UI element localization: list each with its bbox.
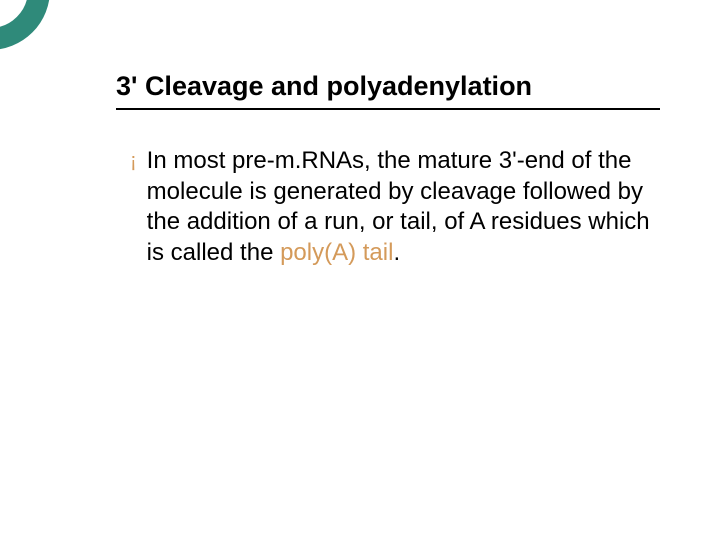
- title-underline: [116, 108, 660, 110]
- bullet-icon: ¡: [130, 146, 137, 176]
- slide-title: 3' Cleavage and polyadenylation: [116, 70, 660, 102]
- body-text-after: .: [393, 239, 400, 266]
- body-paragraph: In most pre-m.RNAs, the mature 3'-end of…: [147, 146, 650, 269]
- bullet-item: ¡ In most pre-m.RNAs, the mature 3'-end …: [130, 146, 650, 269]
- slide-title-block: 3' Cleavage and polyadenylation: [116, 70, 660, 110]
- corner-circle-decoration: [0, 0, 50, 50]
- slide-body: ¡ In most pre-m.RNAs, the mature 3'-end …: [130, 146, 650, 269]
- body-highlight-term: poly(A) tail: [280, 239, 393, 266]
